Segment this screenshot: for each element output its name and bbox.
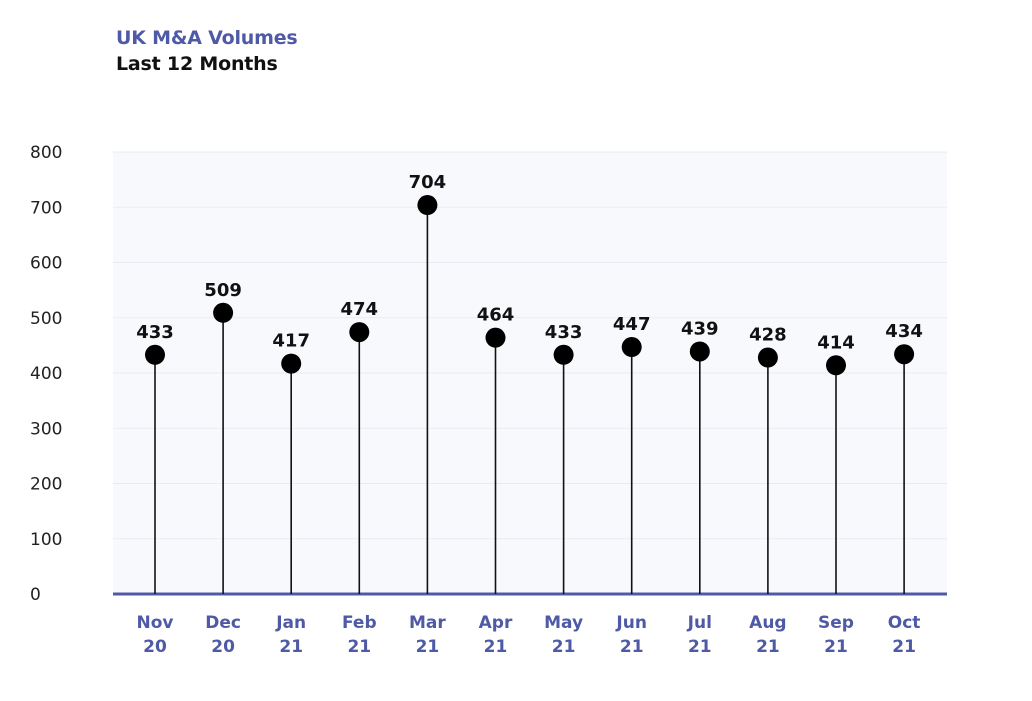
data-label: 433: [136, 322, 174, 343]
data-label: 704: [409, 172, 447, 193]
x-tick-label-month: Mar: [409, 613, 446, 633]
x-tick-label-month: Sep: [818, 613, 854, 633]
data-point: [621, 337, 642, 358]
y-tick-label: 600: [30, 254, 62, 274]
x-tick-label-year: 21: [484, 637, 508, 657]
data-point: [281, 353, 302, 374]
data-point: [553, 344, 574, 365]
x-tick-label-year: 21: [824, 637, 848, 657]
x-tick-label-year: 20: [143, 637, 167, 657]
y-tick-label: 700: [30, 198, 62, 218]
y-tick-label: 0: [30, 585, 41, 605]
x-tick-label-year: 21: [416, 637, 440, 657]
y-tick-label: 300: [30, 419, 62, 439]
data-label: 414: [817, 332, 855, 353]
data-point: [417, 195, 438, 216]
x-tick-label-year: 20: [211, 637, 235, 657]
data-label: 417: [272, 331, 310, 352]
data-label: 434: [885, 321, 923, 342]
x-tick-label-month: Jul: [687, 613, 712, 633]
data-point: [757, 347, 778, 368]
data-point: [894, 344, 915, 365]
y-tick-label: 200: [30, 475, 62, 495]
x-tick-label-month: Dec: [205, 613, 241, 633]
x-tick-label-month: Feb: [342, 613, 377, 633]
x-tick-label-year: 21: [347, 637, 371, 657]
data-point: [145, 344, 165, 365]
data-label: 509: [204, 280, 242, 301]
x-tick-label-year: 21: [688, 637, 712, 657]
x-tick-label-month: Jun: [615, 613, 647, 633]
x-tick-label-month: Jan: [275, 613, 306, 633]
x-tick-label-year: 21: [756, 637, 780, 657]
data-label: 433: [545, 322, 583, 343]
y-tick-label: 500: [30, 309, 62, 329]
data-point: [485, 327, 506, 348]
x-tick-label-year: 21: [279, 637, 303, 657]
x-tick-label-month: May: [544, 613, 583, 633]
chart-subtitle: Last 12 Months: [116, 53, 278, 75]
data-label: 428: [749, 325, 787, 346]
x-tick-label-month: Apr: [479, 613, 513, 633]
x-tick-label-year: 21: [552, 637, 576, 657]
data-label: 439: [681, 318, 719, 339]
y-tick-label: 400: [30, 364, 62, 384]
data-point: [826, 355, 846, 376]
chart-title: UK M&A Volumes: [116, 27, 298, 49]
x-tick-label-month: Aug: [749, 613, 786, 633]
data-point: [349, 322, 370, 343]
x-tick-label-year: 21: [620, 637, 644, 657]
y-tick-label: 100: [30, 530, 62, 550]
x-tick-label-month: Oct: [888, 613, 921, 633]
data-label: 474: [341, 299, 379, 320]
data-label: 447: [613, 314, 651, 335]
x-tick-label-year: 21: [892, 637, 916, 657]
data-point: [213, 302, 234, 323]
y-tick-label: 800: [30, 143, 62, 163]
x-tick-label-month: Nov: [137, 613, 174, 633]
data-point: [689, 341, 710, 362]
data-label: 464: [477, 305, 515, 326]
